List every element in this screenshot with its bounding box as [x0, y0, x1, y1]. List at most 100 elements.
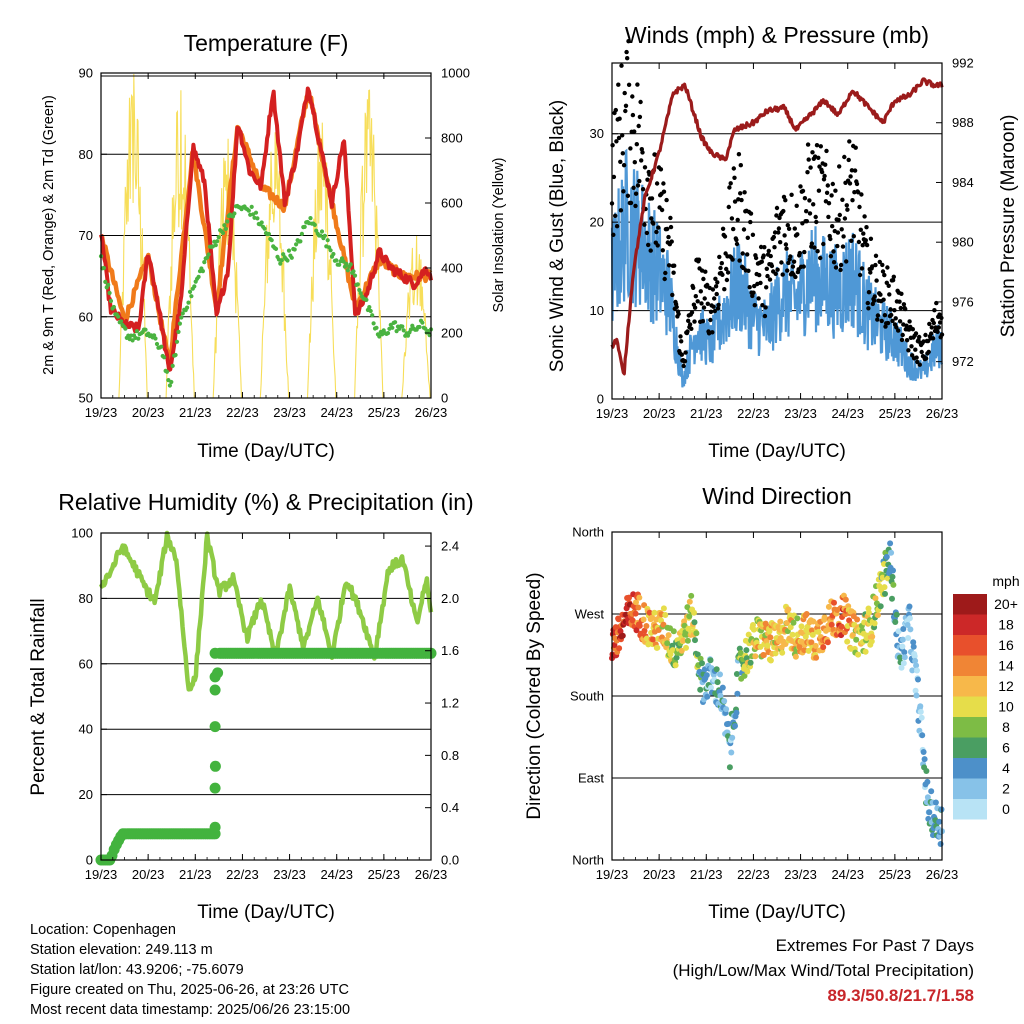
direction-point	[895, 628, 902, 635]
sonic-gust-point	[860, 243, 865, 248]
latlon-text: Station lat/lon: 43.9206; -75.6079	[30, 962, 244, 978]
dewpoint-point	[401, 328, 406, 333]
sonic-gust-point	[923, 332, 928, 338]
direction-point	[714, 679, 721, 686]
sonic-gust-point	[842, 216, 848, 221]
sonic-gust-point	[877, 259, 882, 265]
dewpoint-point	[351, 269, 356, 274]
sonic-gust-point	[765, 273, 770, 279]
sonic-gust-point	[772, 245, 777, 250]
direction-point	[914, 667, 920, 674]
legend-swatch	[953, 799, 987, 820]
direction-point	[691, 609, 697, 616]
sonic-gust-point	[698, 289, 703, 294]
direction-point	[660, 621, 667, 628]
x-tick-label: 22/23	[737, 406, 770, 421]
sonic-gust-point	[800, 221, 805, 226]
sonic-gust-point	[885, 265, 890, 270]
x-tick-label: 25/23	[368, 867, 401, 882]
sonic-gust-point	[701, 276, 706, 282]
y-right-tick-label: 2.0	[441, 591, 459, 606]
direction-point	[743, 647, 750, 654]
y-right-tick-label: 2.4	[441, 539, 459, 554]
sonic-gust-point	[880, 262, 885, 268]
sonic-gust-point	[845, 207, 850, 212]
legend-swatch	[953, 614, 987, 635]
dewpoint-point	[108, 298, 114, 304]
x-tick-label: 20/23	[643, 867, 676, 882]
sonic-gust-point	[777, 215, 782, 221]
sonic-gust-point	[668, 215, 673, 221]
dewpoint-point	[279, 258, 284, 263]
sonic-gust-point	[858, 227, 863, 232]
sonic-gust-point	[937, 320, 943, 325]
sonic-gust-point	[873, 253, 879, 258]
x-tick-label: 19/23	[596, 406, 629, 421]
sonic-gust-point	[852, 168, 858, 173]
sonic-gust-point	[666, 263, 672, 268]
sonic-gust-point	[614, 139, 619, 144]
sonic-gust-point	[833, 265, 839, 270]
direction-point	[626, 594, 632, 601]
y-right-tick-label: 800	[441, 131, 463, 146]
direction-point	[918, 714, 925, 721]
direction-point	[838, 623, 845, 630]
sonic-gust-point	[814, 219, 819, 225]
sonic-gust-point	[674, 304, 679, 310]
sonic-gust-point	[738, 191, 743, 196]
sonic-gust-point	[935, 329, 940, 334]
direction-point	[733, 709, 740, 716]
legend-swatch	[953, 696, 987, 717]
sonic-gust-point	[898, 305, 903, 311]
dewpoint-point	[423, 326, 428, 331]
direction-xlabel: Time (Day/UTC)	[708, 902, 846, 923]
y-tick-label: South	[570, 689, 604, 704]
sonic-gust-point	[616, 135, 622, 141]
direction-point	[900, 626, 907, 632]
speed-legend: mph 20+ 18 16 14 12 10 8 6 4 2 0	[953, 573, 1020, 820]
y-right-tick-label: 0	[441, 391, 448, 406]
sonic-gust-point	[882, 313, 888, 318]
direction-point	[750, 626, 757, 633]
sonic-gust-point	[648, 248, 653, 253]
sonic-gust-point	[747, 285, 752, 290]
sonic-gust-point	[631, 185, 636, 190]
direction-point	[919, 732, 926, 739]
sonic-gust-point	[879, 318, 884, 324]
precip-point	[209, 647, 221, 659]
sonic-gust-point	[842, 154, 847, 160]
sonic-gust-point	[894, 325, 899, 330]
direction-point	[917, 708, 924, 715]
direction-point	[777, 618, 784, 625]
dewpoint-point	[299, 231, 304, 236]
sonic-gust-point	[810, 150, 815, 155]
sonic-gust-point	[847, 139, 852, 144]
direction-point	[732, 723, 738, 729]
direction-point	[889, 573, 896, 580]
dewpoint-point	[177, 321, 182, 326]
sonic-gust-point	[888, 307, 893, 312]
sonic-gust-point	[854, 181, 860, 187]
sonic-gust-point	[767, 277, 773, 282]
sonic-gust-point	[618, 159, 623, 164]
temperature-ylabel: 2m & 9m T (Red, Orange) & 2m Td (Green)	[41, 95, 57, 375]
sonic-gust-point	[660, 248, 665, 253]
sonic-gust-point	[737, 258, 742, 263]
sonic-gust-point	[926, 349, 931, 355]
sonic-gust-point	[719, 261, 724, 266]
sonic-gust-point	[789, 192, 794, 197]
y-right-tick-label: 0.4	[441, 800, 459, 815]
y-tick-label: 80	[79, 591, 93, 606]
dewpoint-point	[111, 304, 116, 310]
direction-point	[651, 609, 658, 616]
sonic-gust-point	[649, 216, 654, 221]
dewpoint-point	[176, 329, 181, 334]
sonic-gust-point	[837, 164, 842, 169]
direction-point	[831, 599, 837, 606]
dewpoint-point	[185, 305, 190, 310]
sonic-gust-point	[622, 90, 627, 96]
direction-point	[921, 756, 928, 763]
sonic-gust-point	[757, 272, 762, 278]
direction-point	[697, 686, 704, 693]
sonic-gust-point	[808, 165, 813, 170]
